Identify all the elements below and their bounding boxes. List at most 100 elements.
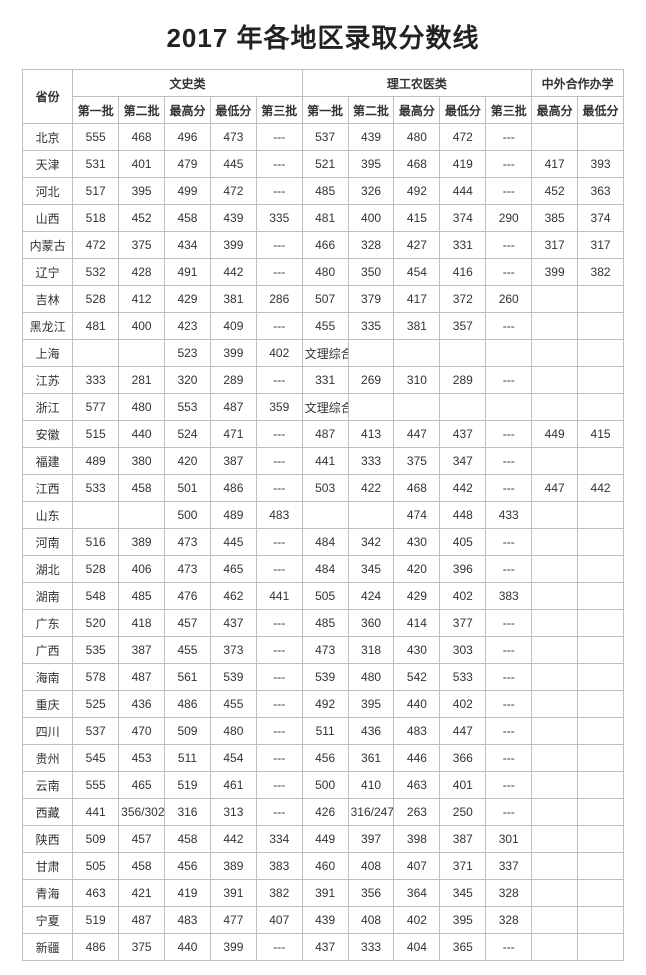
cell-lib_b2 bbox=[119, 340, 165, 367]
cell-sci_min: 444 bbox=[440, 178, 486, 205]
cell-coop_max: 449 bbox=[532, 421, 578, 448]
cell-sci_b2 bbox=[348, 502, 394, 529]
cell-lib_b3: --- bbox=[256, 637, 302, 664]
table-row: 天津531401479445---521395468419---417393 bbox=[23, 151, 624, 178]
cell-lib_max: 511 bbox=[165, 745, 211, 772]
cell-lib_min: 389 bbox=[210, 853, 256, 880]
cell-coop_max bbox=[532, 529, 578, 556]
cell-coop_min bbox=[578, 691, 624, 718]
table-row: 湖北528406473465---484345420396--- bbox=[23, 556, 624, 583]
cell-province: 新疆 bbox=[23, 934, 73, 961]
cell-lib_max: 483 bbox=[165, 907, 211, 934]
cell-sci_b1: 480 bbox=[302, 259, 348, 286]
cell-sci_b2: 328 bbox=[348, 232, 394, 259]
cell-lib_b1: 533 bbox=[73, 475, 119, 502]
cell-sci_min bbox=[440, 394, 486, 421]
cell-sci_b2: 356 bbox=[348, 880, 394, 907]
cell-sci_b3: --- bbox=[486, 367, 532, 394]
cell-lib_b3: --- bbox=[256, 934, 302, 961]
cell-coop_min bbox=[578, 610, 624, 637]
cell-lib_b3: --- bbox=[256, 529, 302, 556]
cell-sci_b2: 333 bbox=[348, 934, 394, 961]
cell-province: 山东 bbox=[23, 502, 73, 529]
cell-sci_max: 415 bbox=[394, 205, 440, 232]
cell-coop_max bbox=[532, 745, 578, 772]
cell-sci_max: 263 bbox=[394, 799, 440, 826]
cell-province: 山西 bbox=[23, 205, 73, 232]
cell-coop_max: 385 bbox=[532, 205, 578, 232]
cell-lib_b2: 400 bbox=[119, 313, 165, 340]
cell-sci_min: 387 bbox=[440, 826, 486, 853]
cell-lib_b3: --- bbox=[256, 610, 302, 637]
col-sci-b1: 第一批 bbox=[302, 97, 348, 124]
cell-lib_b1: 486 bbox=[73, 934, 119, 961]
cell-coop_min bbox=[578, 394, 624, 421]
col-coop-max: 最高分 bbox=[532, 97, 578, 124]
cell-sci_max: 404 bbox=[394, 934, 440, 961]
cell-lib_b2: 356/302 bbox=[119, 799, 165, 826]
cell-lib_max: 473 bbox=[165, 529, 211, 556]
cell-province: 福建 bbox=[23, 448, 73, 475]
table-row: 河南516389473445---484342430405--- bbox=[23, 529, 624, 556]
cell-province: 黑龙江 bbox=[23, 313, 73, 340]
cell-sci_min: 303 bbox=[440, 637, 486, 664]
cell-lib_max: 434 bbox=[165, 232, 211, 259]
cell-sci_b2: 360 bbox=[348, 610, 394, 637]
cell-coop_max: 317 bbox=[532, 232, 578, 259]
cell-sci_max: 474 bbox=[394, 502, 440, 529]
cell-sci_b3 bbox=[486, 394, 532, 421]
cell-sci_max: 427 bbox=[394, 232, 440, 259]
cell-coop_max bbox=[532, 394, 578, 421]
cell-sci_b1: 500 bbox=[302, 772, 348, 799]
cell-lib_max: 420 bbox=[165, 448, 211, 475]
cell-sci_min: 447 bbox=[440, 718, 486, 745]
cell-province: 内蒙古 bbox=[23, 232, 73, 259]
cell-sci_max: 429 bbox=[394, 583, 440, 610]
cell-sci_min: 374 bbox=[440, 205, 486, 232]
cell-lib_max: 553 bbox=[165, 394, 211, 421]
cell-sci_b3: --- bbox=[486, 448, 532, 475]
cell-lib_b1: 519 bbox=[73, 907, 119, 934]
cell-lib_b3: --- bbox=[256, 772, 302, 799]
cell-lib_b3: --- bbox=[256, 124, 302, 151]
cell-sci_b2: 422 bbox=[348, 475, 394, 502]
cell-sci_b1: 331 bbox=[302, 367, 348, 394]
cell-sci_max: 375 bbox=[394, 448, 440, 475]
cell-sci_b1: 391 bbox=[302, 880, 348, 907]
cell-province: 宁夏 bbox=[23, 907, 73, 934]
cell-lib_max: 499 bbox=[165, 178, 211, 205]
cell-sci_b3: --- bbox=[486, 421, 532, 448]
cell-sci_b2: 316/247 bbox=[348, 799, 394, 826]
cell-lib_max: 419 bbox=[165, 880, 211, 907]
cell-coop_max bbox=[532, 934, 578, 961]
cell-coop_min: 415 bbox=[578, 421, 624, 448]
cell-lib_b2: 465 bbox=[119, 772, 165, 799]
cell-lib_min: 439 bbox=[210, 205, 256, 232]
table-row: 山西518452458439335481400415374290385374 bbox=[23, 205, 624, 232]
cell-lib_min: 489 bbox=[210, 502, 256, 529]
cell-sci_max: 430 bbox=[394, 529, 440, 556]
cell-lib_b3: --- bbox=[256, 799, 302, 826]
cell-lib_b1: 537 bbox=[73, 718, 119, 745]
cell-sci_max: 446 bbox=[394, 745, 440, 772]
table-row: 江苏333281320289---331269310289--- bbox=[23, 367, 624, 394]
cell-lib_b3: 402 bbox=[256, 340, 302, 367]
table-row: 安徽515440524471---487413447437---449415 bbox=[23, 421, 624, 448]
cell-lib_b3: --- bbox=[256, 178, 302, 205]
cell-sci_min: 366 bbox=[440, 745, 486, 772]
cell-sci_min: 347 bbox=[440, 448, 486, 475]
cell-coop_min bbox=[578, 502, 624, 529]
cell-lib_min: 442 bbox=[210, 826, 256, 853]
cell-lib_min: 454 bbox=[210, 745, 256, 772]
col-sci-b3: 第三批 bbox=[486, 97, 532, 124]
cell-lib_b2: 436 bbox=[119, 691, 165, 718]
cell-lib_min: 399 bbox=[210, 340, 256, 367]
cell-province: 河南 bbox=[23, 529, 73, 556]
cell-sci_max: 483 bbox=[394, 718, 440, 745]
cell-coop_min bbox=[578, 772, 624, 799]
cell-sci_min: 365 bbox=[440, 934, 486, 961]
cell-lib_b2: 401 bbox=[119, 151, 165, 178]
cell-coop_max bbox=[532, 286, 578, 313]
cell-sci_min: 402 bbox=[440, 583, 486, 610]
cell-coop_min bbox=[578, 880, 624, 907]
